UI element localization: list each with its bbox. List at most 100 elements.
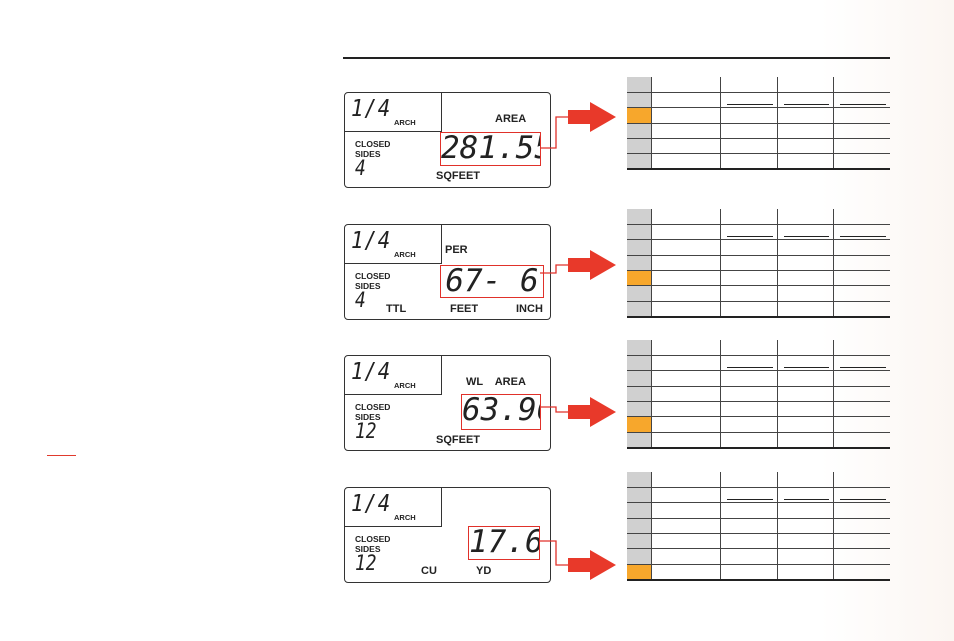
table-cell [777, 472, 834, 488]
table-cell [833, 239, 890, 256]
table-cell [627, 239, 652, 256]
table-row [627, 401, 890, 418]
table-row [627, 153, 890, 171]
table-cell [651, 533, 721, 550]
table-cell [833, 340, 890, 356]
table-row [627, 416, 890, 433]
table-cell [833, 107, 890, 124]
table-cell [777, 270, 834, 287]
per-label: PER [445, 244, 468, 256]
table-cell [833, 487, 890, 504]
table-row [627, 92, 890, 109]
table-cell [627, 487, 652, 504]
table-cell [777, 548, 834, 565]
table-cell [833, 123, 890, 140]
table-row [627, 564, 890, 581]
table-cell [777, 301, 834, 318]
table-cell [720, 285, 778, 302]
fraction-value: 1/4 [351, 228, 392, 254]
table-cell [833, 502, 890, 519]
wall-area-readout: 63.96 [461, 394, 541, 430]
table-cell [833, 401, 890, 418]
table-row [627, 518, 890, 535]
table-cell [833, 386, 890, 403]
table-header-row [627, 209, 890, 225]
table-cell [627, 107, 652, 124]
table-cell [720, 209, 778, 225]
table-row [627, 533, 890, 550]
table-cell [651, 209, 721, 225]
table-cell [720, 533, 778, 550]
connector-arrow-2 [540, 250, 616, 280]
table-cell [627, 123, 652, 140]
table-cell [651, 123, 721, 140]
table-row [627, 301, 890, 318]
closed-sides-label: CLOSED SIDES [355, 402, 390, 422]
table-cell [651, 432, 721, 449]
table-row [627, 270, 890, 287]
table-cell [777, 502, 834, 519]
table-cell [777, 209, 834, 225]
table-row [627, 548, 890, 565]
table-cell [833, 224, 890, 241]
table-cell [651, 340, 721, 356]
table-row [627, 123, 890, 140]
table-cell [777, 355, 834, 372]
table-cell [833, 270, 890, 287]
fraction-value: 1/4 [351, 359, 392, 385]
sides-label: SIDES [355, 544, 381, 554]
table-cell [833, 548, 890, 565]
table-cell [833, 153, 890, 171]
sides-count: 12 [355, 419, 377, 443]
table-cell [720, 138, 778, 155]
table-row [627, 239, 890, 256]
closed-sides-label: CLOSED SIDES [355, 139, 390, 159]
arch-label: ARCH [394, 381, 416, 390]
table-row [627, 224, 890, 241]
table-cell [651, 301, 721, 318]
closed-label: CLOSED [355, 402, 391, 412]
table-cell [720, 107, 778, 124]
lcd-panel-perimeter: 1/4 ARCH CLOSED SIDES 4 PER 67- 6 TTL FE… [344, 224, 551, 320]
table-cell [627, 285, 652, 302]
table-cell [651, 355, 721, 372]
table-cell [777, 340, 834, 356]
table-row [627, 386, 890, 403]
closed-label: CLOSED [355, 534, 391, 544]
table-row [627, 355, 890, 372]
table-cell [833, 285, 890, 302]
table-row [627, 502, 890, 519]
table-cell [627, 340, 652, 356]
fraction-box: 1/4 ARCH [345, 356, 442, 395]
table-cell [833, 77, 890, 93]
table-cell [777, 564, 834, 581]
table-cell [833, 355, 890, 372]
connector-arrow-4 [540, 540, 616, 580]
table-header-row [627, 77, 890, 93]
table-cell [720, 472, 778, 488]
table-cell [651, 416, 721, 433]
table-cell [651, 153, 721, 171]
table-row [627, 487, 890, 504]
table-cell [627, 370, 652, 387]
table-cell [651, 370, 721, 387]
table-cell [720, 370, 778, 387]
table-cell [627, 401, 652, 418]
lcd-panel-area: 1/4 ARCH CLOSED SIDES 4 AREA 281.55 SQFE… [344, 92, 551, 188]
table-cell [627, 355, 652, 372]
table-cell [720, 153, 778, 171]
table-cell [720, 386, 778, 403]
table-cell [720, 518, 778, 535]
table-cell [833, 564, 890, 581]
memory-table-3 [627, 340, 890, 449]
table-cell [720, 487, 778, 504]
right-arrow-icon [568, 550, 616, 580]
table-cell [627, 270, 652, 287]
top-rule [343, 57, 890, 59]
table-cell [720, 548, 778, 565]
memory-table-2 [627, 209, 890, 318]
table-cell [777, 77, 834, 93]
table-cell [720, 224, 778, 241]
table-cell [777, 416, 834, 433]
table-cell [627, 564, 652, 581]
